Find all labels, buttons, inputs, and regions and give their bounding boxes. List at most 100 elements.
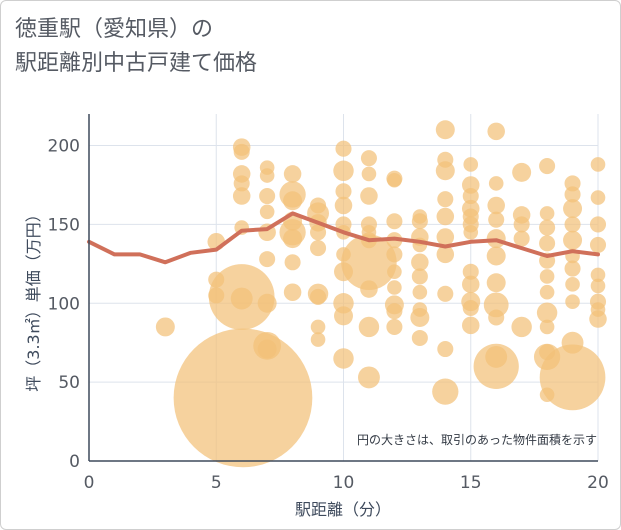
bubble-point <box>257 293 277 313</box>
bubble-point <box>436 207 455 226</box>
bubble-point <box>565 277 580 292</box>
bubble-point <box>513 216 530 233</box>
bubble-point <box>310 288 327 305</box>
bubble-point <box>386 303 403 320</box>
bubble-point <box>589 216 607 233</box>
bubble-point <box>539 319 555 335</box>
bubble-point <box>411 268 428 285</box>
bubble-point <box>283 283 302 301</box>
bubble-point <box>259 168 275 183</box>
bubble-point <box>232 187 251 205</box>
bubble-point <box>257 339 277 359</box>
bubble-point <box>310 224 327 241</box>
y-axis-title: 坪（3.3㎡）単価（万円） <box>24 206 43 391</box>
bubble-point <box>333 348 354 369</box>
bubble-point <box>360 187 378 205</box>
y-tick-label: 100 <box>48 294 80 314</box>
bubble-point <box>435 120 455 140</box>
x-tick-label: 10 <box>333 473 355 493</box>
bubble-point <box>539 284 555 300</box>
bubble-point <box>386 246 403 263</box>
bubble-point <box>310 240 327 257</box>
bubble-point <box>437 285 454 302</box>
bubble-point <box>539 269 555 284</box>
bubble-point <box>486 246 506 266</box>
bubble-point <box>173 328 313 468</box>
bubble-point <box>462 263 479 280</box>
x-tick-label: 5 <box>211 473 222 493</box>
bubble-point <box>487 196 505 215</box>
bubble-point <box>334 306 353 326</box>
bubble-point <box>259 204 275 220</box>
x-tick-label: 0 <box>84 473 95 493</box>
bubble-point <box>488 176 504 191</box>
bubble-point <box>259 187 276 205</box>
bubble-point <box>590 190 606 205</box>
bubble-point <box>310 332 326 347</box>
y-tick-label: 150 <box>48 215 80 235</box>
bubble-point <box>437 340 454 358</box>
bubble-point <box>463 157 479 172</box>
x-tick-label: 15 <box>460 473 482 493</box>
bubble-point <box>590 278 606 294</box>
bubble-point <box>432 378 459 405</box>
bubble-point <box>539 158 556 175</box>
bubble-point <box>486 273 506 293</box>
bubble-point <box>358 316 380 338</box>
bubble-point <box>283 191 303 211</box>
x-tick-label: 20 <box>587 473 609 493</box>
bubble-point <box>360 150 377 167</box>
bubble-point <box>539 344 606 411</box>
bubble-point <box>335 183 352 200</box>
bubble-point <box>333 160 354 182</box>
bubble-point <box>564 186 581 203</box>
bubble-point <box>462 299 479 317</box>
bubble-point <box>437 191 454 208</box>
average-price-line <box>87 211 600 265</box>
bubble-point <box>411 213 428 230</box>
bubble-point <box>230 287 253 310</box>
bubble-point <box>488 309 505 326</box>
bubble-point <box>462 187 479 205</box>
chart-title: 徳重駅（愛知県）の 駅距離別中古戸建て価格 <box>15 17 258 76</box>
bubble-point <box>155 317 175 337</box>
bubble-point <box>463 224 479 240</box>
bubble-point <box>590 157 606 172</box>
bubble-point <box>461 275 480 294</box>
bubble-point <box>387 172 402 188</box>
bubble-point <box>473 343 519 389</box>
bubble-series <box>155 120 607 468</box>
bubble-point <box>361 166 377 182</box>
bubble-point <box>487 122 505 141</box>
bubble-point <box>283 165 302 183</box>
bubble-point <box>387 264 402 280</box>
bubble-point <box>360 280 378 298</box>
bubble-point <box>335 140 352 157</box>
bubble-point <box>411 253 429 272</box>
bubble-point <box>539 235 556 252</box>
bubble-point <box>483 292 509 318</box>
bubble-point <box>539 219 556 236</box>
average-line-series <box>87 211 600 265</box>
bubble-point <box>511 316 532 338</box>
bubble-point <box>386 318 403 335</box>
bubble-point <box>436 228 455 246</box>
bubble-point <box>387 280 402 295</box>
bubble-point <box>590 267 606 283</box>
bubble-point <box>589 310 607 328</box>
bubble-point <box>412 284 428 300</box>
bubble-point <box>563 199 583 219</box>
bubble-point <box>284 254 301 271</box>
y-tick-label: 50 <box>58 373 80 393</box>
bubble-point <box>341 234 397 291</box>
bubble-point <box>539 206 555 221</box>
bubble-point <box>512 162 532 182</box>
bubble-point <box>283 229 303 249</box>
axes: 0 50 100 150 200 0 5 10 15 20 <box>48 114 609 493</box>
bubble-point <box>436 245 455 264</box>
bubble-point <box>310 319 326 335</box>
y-tick-label: 0 <box>69 452 80 472</box>
bubble-point <box>564 175 581 192</box>
